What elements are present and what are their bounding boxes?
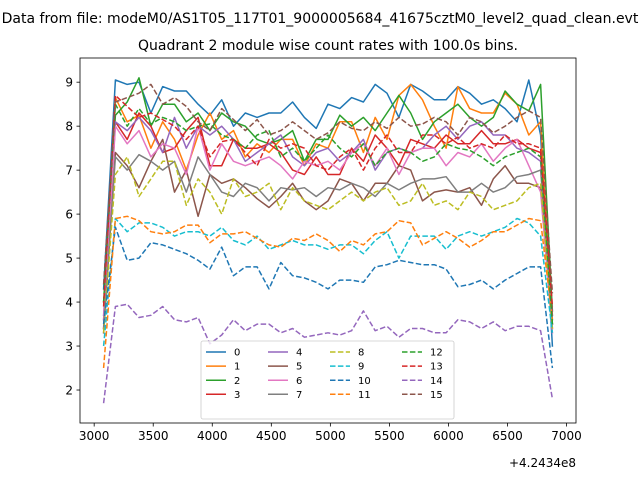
y-tick-label: 8 — [65, 119, 73, 133]
x-tick-label: 3500 — [138, 429, 169, 443]
series-line-14 — [102, 303, 554, 404]
y-tick-label: 9 — [65, 75, 73, 89]
legend-label-7: 7 — [296, 390, 302, 401]
series-line-6 — [102, 125, 554, 334]
legend-label-4: 4 — [296, 348, 302, 359]
x-tick-label: 5500 — [374, 429, 405, 443]
y-tick-label: 5 — [65, 251, 73, 265]
legend-label-15: 15 — [430, 390, 443, 401]
legend-label-3: 3 — [234, 390, 240, 401]
legend-label-8: 8 — [358, 348, 364, 359]
legend-label-12: 12 — [430, 348, 443, 359]
y-tick-label: 4 — [65, 295, 73, 309]
y-tick-label: 6 — [65, 207, 73, 221]
x-tick-label: 6000 — [433, 429, 464, 443]
series-line-5 — [102, 138, 554, 334]
series-line-10 — [102, 226, 554, 369]
legend-label-1: 1 — [234, 362, 240, 373]
series-line-7 — [102, 153, 554, 330]
x-tick-label: 7000 — [551, 429, 582, 443]
legend-label-11: 11 — [358, 390, 371, 401]
legend-box — [200, 340, 455, 420]
y-tick-label: 3 — [65, 339, 73, 353]
series-line-15 — [102, 83, 554, 294]
legend-label-10: 10 — [358, 376, 371, 387]
axes-frame — [79, 57, 577, 424]
legend-label-6: 6 — [296, 376, 302, 387]
x-tick-label: 3000 — [79, 429, 110, 443]
legend-label-0: 0 — [234, 348, 240, 359]
y-axis-ticks: 2 3 4 5 6 7 8 9 — [65, 75, 80, 397]
legend-label-13: 13 — [430, 362, 443, 373]
x-axis-ticks: 3000 3500 4000 4500 5000 5500 6000 6500 7000 — [79, 423, 582, 443]
x-axis-offset-label: +4.2434e8 — [509, 456, 576, 470]
series-line-12 — [102, 103, 554, 325]
x-tick-label: 4500 — [256, 429, 287, 443]
y-tick-label: 2 — [65, 383, 73, 397]
legend-label-2: 2 — [234, 376, 240, 387]
y-tick-label: 7 — [65, 163, 73, 177]
series-line-9 — [102, 217, 554, 347]
series-line-8 — [102, 156, 554, 333]
legend-label-5: 5 — [296, 362, 302, 373]
legend-label-14: 14 — [430, 376, 443, 387]
x-tick-label: 5000 — [315, 429, 346, 443]
legend-label-9: 9 — [358, 362, 364, 373]
series-line-3 — [102, 112, 554, 330]
figure-suptitle: Data from file: modeM0/AS1T05_117T01_900… — [2, 11, 639, 27]
plot-lines — [102, 77, 554, 404]
x-tick-label: 6500 — [492, 429, 523, 443]
series-line-4 — [102, 116, 554, 321]
chart-title: Quadrant 2 module wise count rates with … — [138, 38, 518, 54]
series-line-0 — [102, 79, 554, 347]
x-tick-label: 4000 — [197, 429, 228, 443]
series-line-13 — [102, 94, 554, 307]
